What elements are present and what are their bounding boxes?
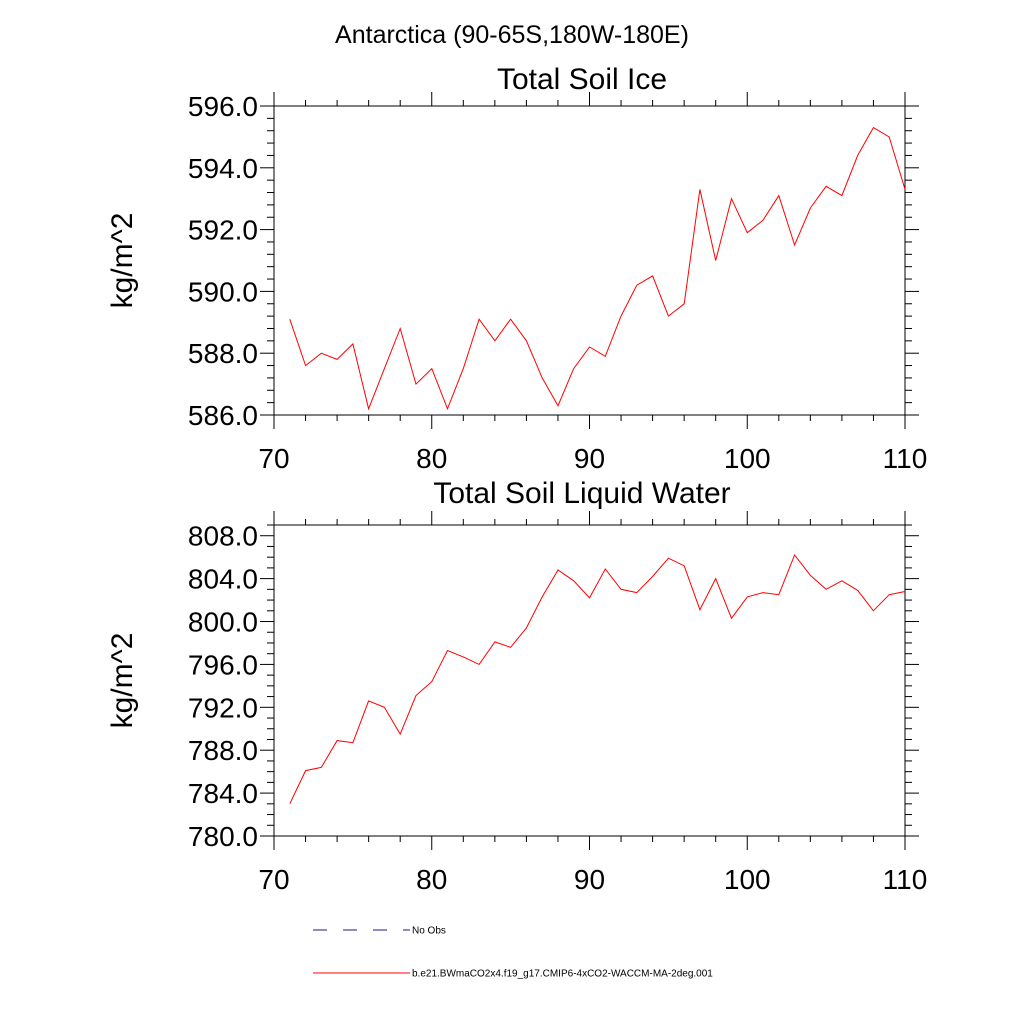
plot-2: Total Soil Liquid Water kg/m^2 70 80 90 100 11… (106, 477, 927, 895)
series-line-1 (289, 126, 906, 411)
x-tick-label: 90 (574, 443, 605, 474)
legend-label: No Obs (412, 926, 446, 937)
x-tick-label: 90 (574, 864, 605, 895)
plot-frame (273, 105, 906, 416)
plot-title: Total Soil Liquid Water (433, 477, 730, 510)
figure-title: Antarctica (90-65S,180W-180E) (335, 21, 689, 49)
x-tick-label: 110 (883, 443, 928, 474)
x-tick-label: 110 (883, 864, 928, 895)
y-tick-label: 796.0 (188, 649, 258, 680)
x-tick-label: 70 (258, 864, 289, 895)
y-tick-label: 804.0 (188, 564, 258, 595)
x-tick-label: 100 (724, 443, 771, 474)
legend-item-2: b.e21.BWmaCO2x4.f19_g17.CMIP6-4xCO2-WACC… (313, 969, 713, 980)
x-tick-label: 100 (724, 864, 771, 895)
plot-1: Total Soil Ice kg/m^2 70 80 90 100 110 586.0 588… (106, 63, 927, 474)
series-line-1 (289, 554, 906, 805)
plots: Total Soil Ice kg/m^2 70 80 90 100 110 586.0 588… (106, 63, 927, 895)
plot-title: Total Soil Ice (497, 63, 667, 96)
axis-ticks (260, 92, 919, 429)
y-tick-label: 792.0 (188, 692, 258, 723)
y-axis-label: kg/m^2 (106, 213, 139, 309)
axis-ticks (260, 511, 919, 850)
legend-item-1: No Obs (313, 926, 446, 937)
y-tick-label: 788.0 (188, 735, 258, 766)
x-tick-label: 80 (416, 443, 447, 474)
y-tick-label: 586.0 (188, 400, 258, 431)
x-tick-label: 80 (416, 864, 447, 895)
y-tick-label: 808.0 (188, 521, 258, 552)
y-tick-label: 784.0 (188, 778, 258, 809)
y-tick-label: 588.0 (188, 338, 258, 369)
x-tick-label: 70 (258, 443, 289, 474)
y-axis-label: kg/m^2 (106, 633, 139, 729)
legend: No Obs b.e21.BWmaCO2x4.f19_g17.CMIP6-4xCO… (313, 926, 713, 980)
y-tick-label: 590.0 (188, 276, 258, 307)
plot-frame (273, 524, 906, 837)
y-tick-label: 596.0 (188, 91, 258, 122)
y-tick-label: 594.0 (188, 153, 258, 184)
legend-label: b.e21.BWmaCO2x4.f19_g17.CMIP6-4xCO2-WACC… (412, 969, 713, 980)
y-tick-label: 592.0 (188, 215, 258, 246)
y-tick-label: 800.0 (188, 607, 258, 638)
y-tick-label: 780.0 (188, 821, 258, 852)
